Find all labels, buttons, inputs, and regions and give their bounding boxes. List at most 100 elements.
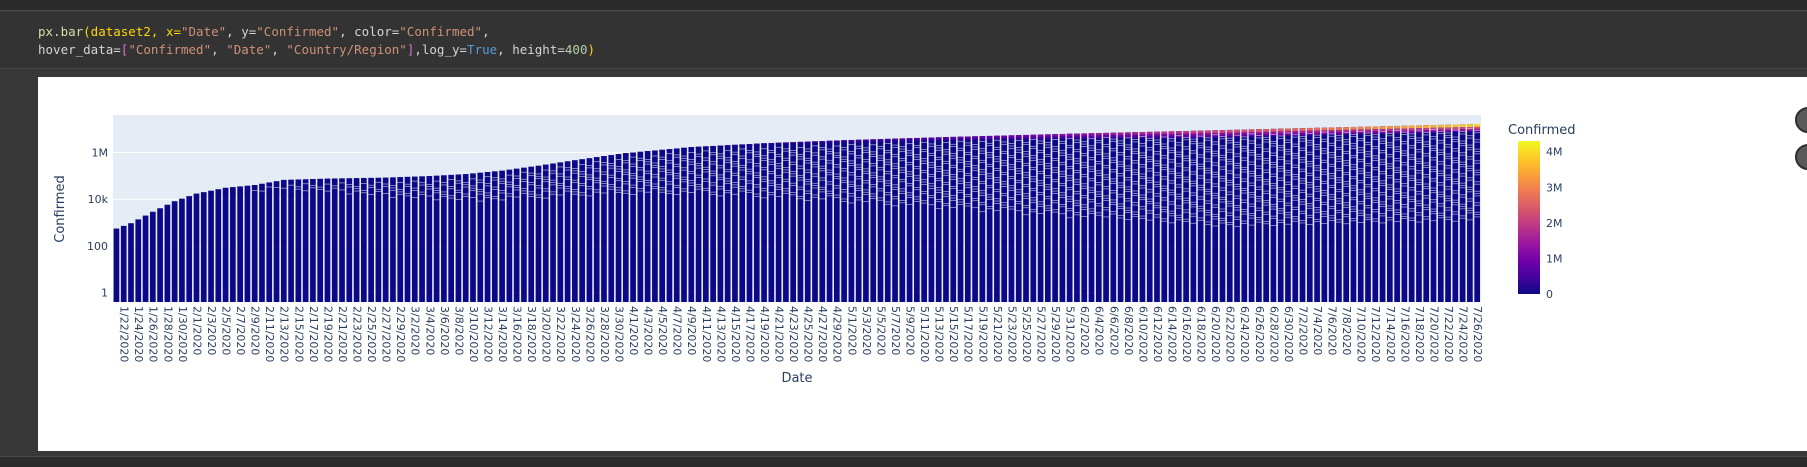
bar-segment[interactable] [688, 147, 695, 149]
bar-segment[interactable] [877, 141, 884, 143]
bar-segment[interactable] [964, 140, 971, 142]
bar[interactable] [200, 192, 207, 302]
bar-segment[interactable] [1103, 135, 1109, 137]
bar-segment[interactable] [790, 143, 796, 144]
bar[interactable] [841, 140, 847, 302]
bar-segment[interactable] [1423, 131, 1430, 133]
bar-segment[interactable] [972, 138, 978, 140]
bar-segment[interactable] [1423, 130, 1430, 132]
bar-segment[interactable] [732, 144, 738, 146]
bar-segment[interactable] [1132, 137, 1138, 139]
bar[interactable] [361, 177, 367, 302]
bar[interactable] [513, 168, 520, 302]
bar-segment[interactable] [1248, 129, 1255, 133]
bar[interactable] [775, 142, 782, 302]
bar-segment[interactable] [1154, 137, 1160, 139]
bar-segment[interactable] [819, 143, 826, 145]
bar-segment[interactable] [972, 136, 978, 139]
bar[interactable] [1292, 128, 1299, 302]
bar-segment[interactable] [1190, 130, 1197, 134]
bar[interactable] [622, 153, 629, 302]
bar-segment[interactable] [1241, 136, 1248, 138]
bar-segment[interactable] [950, 140, 957, 142]
bar-segment[interactable] [841, 141, 847, 143]
bar-segment[interactable] [1437, 131, 1444, 133]
bar[interactable] [1387, 126, 1393, 302]
bar-segment[interactable] [1146, 136, 1153, 138]
bar-segment[interactable] [804, 141, 811, 143]
bar-segment[interactable] [1045, 137, 1051, 139]
bar-segment[interactable] [921, 140, 927, 142]
bar-segment[interactable] [1190, 133, 1197, 136]
bar-segment[interactable] [1314, 127, 1320, 131]
bar[interactable] [295, 179, 302, 302]
bar[interactable] [1001, 135, 1008, 302]
bar-segment[interactable] [1277, 131, 1284, 134]
bar[interactable] [906, 138, 913, 302]
bar-segment[interactable] [1168, 135, 1175, 138]
bar-segment[interactable] [1408, 125, 1415, 129]
bar-segment[interactable] [884, 138, 891, 141]
bar-segment[interactable] [848, 139, 855, 142]
bar-segment[interactable] [724, 145, 731, 147]
bar-segment[interactable] [855, 139, 862, 142]
bar-segment[interactable] [906, 138, 913, 140]
bar-segment[interactable] [935, 137, 942, 139]
bar-segment[interactable] [695, 147, 702, 149]
bar[interactable] [564, 161, 571, 302]
bar[interactable] [593, 157, 600, 302]
bar[interactable] [222, 187, 229, 302]
bar-segment[interactable] [1226, 136, 1233, 138]
bar-segment[interactable] [1241, 129, 1248, 133]
bar[interactable] [753, 143, 760, 302]
bar-segment[interactable] [1205, 130, 1211, 134]
bar-segment[interactable] [1008, 139, 1015, 141]
bar-segment[interactable] [994, 138, 1000, 140]
bar-segment[interactable] [892, 138, 898, 141]
bar-segment[interactable] [1001, 139, 1008, 141]
bar-segment[interactable] [943, 137, 949, 139]
bar[interactable] [346, 178, 353, 302]
bar-segment[interactable] [906, 140, 913, 142]
bar-segment[interactable] [1197, 130, 1204, 134]
bar-segment[interactable] [1256, 134, 1262, 136]
bar-segment[interactable] [1146, 134, 1153, 137]
bar-segment[interactable] [753, 145, 760, 146]
bar-segment[interactable] [681, 147, 687, 149]
bar-segment[interactable] [1408, 130, 1415, 133]
bar-segment[interactable] [1212, 136, 1219, 138]
bar-segment[interactable] [1205, 135, 1211, 137]
bar[interactable] [637, 151, 644, 302]
bar[interactable] [1212, 130, 1219, 302]
bar-segment[interactable] [986, 138, 993, 140]
bar-segment[interactable] [761, 144, 767, 146]
bar[interactable] [1023, 134, 1029, 302]
bar-segment[interactable] [717, 146, 724, 148]
bar-segment[interactable] [884, 141, 891, 142]
bar-segment[interactable] [1139, 134, 1146, 137]
bar-segment[interactable] [1350, 129, 1357, 132]
bar-segment[interactable] [957, 136, 964, 139]
bar[interactable] [171, 201, 178, 302]
bar-segment[interactable] [1212, 135, 1219, 137]
bar-segment[interactable] [761, 144, 767, 145]
bar-segment[interactable] [746, 144, 753, 145]
bar-segment[interactable] [1277, 135, 1284, 137]
bar[interactable] [863, 139, 869, 302]
bar-segment[interactable] [863, 142, 869, 144]
bar-segment[interactable] [899, 139, 906, 141]
bar-segment[interactable] [1336, 130, 1342, 133]
bar[interactable] [870, 139, 877, 302]
bar-segment[interactable] [914, 140, 920, 142]
bar-segment[interactable] [1059, 138, 1066, 140]
bar-segment[interactable] [1437, 124, 1444, 128]
bar-segment[interactable] [1306, 127, 1313, 131]
bar[interactable] [237, 186, 243, 302]
bar[interactable] [1445, 124, 1451, 302]
bar[interactable] [688, 147, 695, 302]
bar-segment[interactable] [1154, 136, 1160, 138]
bar[interactable] [884, 138, 891, 302]
bar-segment[interactable] [1445, 129, 1451, 132]
bar-segment[interactable] [935, 140, 942, 142]
bar-segment[interactable] [1445, 124, 1451, 128]
